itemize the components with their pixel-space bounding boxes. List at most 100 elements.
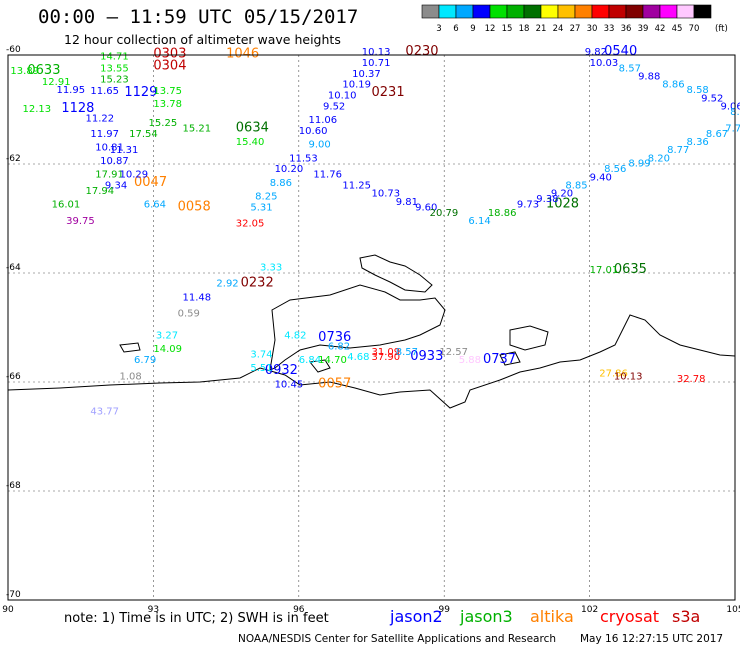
wave-height-value: 31.09 bbox=[372, 347, 401, 358]
wave-height-value: 15.25 bbox=[149, 118, 178, 129]
lon-tick-label: 90 bbox=[2, 605, 14, 615]
coastline-main bbox=[7, 314, 736, 409]
wave-height-value: 13.78 bbox=[153, 99, 182, 110]
wave-height-value: 14.71 bbox=[100, 51, 129, 62]
wave-height-value: 10.73 bbox=[372, 189, 401, 200]
island-east bbox=[509, 325, 549, 351]
pass-time-label: 0933 bbox=[410, 349, 443, 364]
wave-height-value: 9.73 bbox=[517, 200, 539, 211]
wave-height-value: 3.33 bbox=[260, 262, 282, 273]
wave-height-value: 3.74 bbox=[250, 349, 272, 360]
wave-height-value: 15.21 bbox=[182, 123, 211, 134]
pass-time-label: 1046 bbox=[226, 47, 259, 62]
pass-time-label: 0230 bbox=[405, 44, 438, 59]
island-small-2 bbox=[119, 342, 141, 353]
wave-height-value: 8.99 bbox=[628, 159, 650, 170]
wave-height-value: 32.05 bbox=[236, 219, 265, 230]
satellite-legend-cryosat: cryosat bbox=[600, 607, 660, 626]
lat-tick-label: -60 bbox=[6, 45, 21, 55]
wave-height-value: 7.72 bbox=[725, 123, 740, 134]
pass-time-label: 1028 bbox=[546, 197, 579, 212]
wave-height-value: 13.89 bbox=[10, 66, 39, 77]
wave-height-value: 18.86 bbox=[488, 208, 517, 219]
wave-height-value: 10.29 bbox=[119, 170, 148, 181]
colorbar-label: 36 bbox=[621, 24, 632, 34]
wave-height-value: 11.06 bbox=[308, 115, 337, 126]
footer-credit: NOAA/NESDIS Center for Satellite Applica… bbox=[238, 633, 556, 645]
wave-height-value: 6.82 bbox=[328, 341, 350, 352]
wave-height-value: 8.57 bbox=[396, 347, 418, 358]
wave-height-value: 3.27 bbox=[156, 330, 178, 341]
colorbar-label: 21 bbox=[536, 24, 547, 34]
wave-height-value: 43.77 bbox=[90, 407, 119, 418]
wave-height-value: 9.88 bbox=[638, 72, 660, 83]
wave-height-value: 12.57 bbox=[439, 347, 468, 358]
pass-time-label: 0737 bbox=[483, 352, 516, 367]
wave-height-value: 20.79 bbox=[430, 208, 459, 219]
wave-height-value: 6.64 bbox=[144, 200, 166, 211]
pass-time-label: 0540 bbox=[604, 44, 637, 59]
wave-height-value: 32.78 bbox=[677, 374, 706, 385]
wave-height-value: 6.79 bbox=[134, 355, 156, 366]
wave-height-value: 17.91 bbox=[95, 170, 124, 181]
wave-height-value: 10.81 bbox=[95, 142, 124, 153]
island-north bbox=[359, 254, 433, 293]
coastline-shelf bbox=[269, 284, 446, 371]
lon-tick-label: 105 bbox=[726, 605, 740, 615]
colorbar-label: 39 bbox=[638, 24, 649, 34]
wave-height-value: 10.60 bbox=[299, 126, 328, 137]
wave-height-value: 5.88 bbox=[459, 355, 481, 366]
wave-height-value: 11.53 bbox=[289, 153, 318, 164]
wave-height-value: 10.71 bbox=[362, 58, 391, 69]
wave-height-value: 10.10 bbox=[328, 91, 357, 102]
wave-height-value: 0.59 bbox=[178, 309, 200, 320]
pass-time-label: 0736 bbox=[318, 330, 351, 345]
lon-tick-label: 96 bbox=[293, 605, 305, 615]
wave-height-value: 10.45 bbox=[275, 379, 304, 390]
wave-height-value: 9.06 bbox=[720, 102, 740, 113]
pass-time-label: 0058 bbox=[178, 199, 211, 214]
colorbar-label: 9 bbox=[470, 24, 475, 34]
wave-height-value: 9.81 bbox=[396, 197, 418, 208]
wave-height-value: 6.84 bbox=[299, 355, 321, 366]
wave-height-value: 11.76 bbox=[313, 170, 342, 181]
pass-time-label: 0634 bbox=[236, 120, 269, 135]
coastline bbox=[7, 254, 736, 409]
wave-height-value: 9.82 bbox=[585, 47, 607, 58]
colorbar-label: 18 bbox=[519, 24, 530, 34]
lat-tick-label: -62 bbox=[6, 154, 21, 164]
wave-height-value: 10.20 bbox=[275, 164, 304, 175]
colorbar-swatch bbox=[693, 4, 712, 19]
pass-time-label: 0635 bbox=[614, 262, 647, 277]
map-title: 00:00 – 11:59 UTC 05/15/2017 bbox=[38, 6, 359, 28]
colorbar-label: 15 bbox=[502, 24, 513, 34]
wave-height-value: 9.38 bbox=[536, 194, 558, 205]
wave-height-value: 10.37 bbox=[352, 69, 381, 80]
pass-time-label: 0932 bbox=[265, 363, 298, 378]
wave-height-value: 10.13 bbox=[362, 47, 391, 58]
lat-tick-label: -68 bbox=[6, 481, 21, 491]
colorbar-label: 70 bbox=[689, 24, 700, 34]
colorbar-label: 45 bbox=[672, 24, 683, 34]
pass-time-label: 0047 bbox=[134, 175, 167, 190]
wave-height-value: 9.52 bbox=[701, 93, 723, 104]
wave-height-value: 8.77 bbox=[667, 145, 689, 156]
wave-height-value: 10.19 bbox=[342, 80, 371, 91]
colorbar-unit: (ft) bbox=[715, 24, 728, 34]
satellite-legend-s3a: s3a bbox=[672, 607, 701, 626]
wave-height-value: 8.58 bbox=[687, 85, 709, 96]
wave-height-value: 14.09 bbox=[153, 344, 182, 355]
wave-height-value: 13.55 bbox=[100, 63, 129, 74]
pass-time-label: 0231 bbox=[372, 85, 405, 100]
wave-height-value: 4.82 bbox=[284, 330, 306, 341]
map-frame bbox=[7, 54, 736, 601]
wave-height-value: 12.91 bbox=[42, 77, 71, 88]
lon-tick-label: 99 bbox=[438, 605, 450, 615]
wave-height-value: 1.08 bbox=[119, 371, 141, 382]
satellite-legend-altika: altika bbox=[530, 607, 574, 626]
wave-height-value: 37.90 bbox=[372, 352, 401, 363]
wave-height-value: 9.34 bbox=[105, 181, 127, 192]
island-small-3 bbox=[499, 351, 521, 366]
